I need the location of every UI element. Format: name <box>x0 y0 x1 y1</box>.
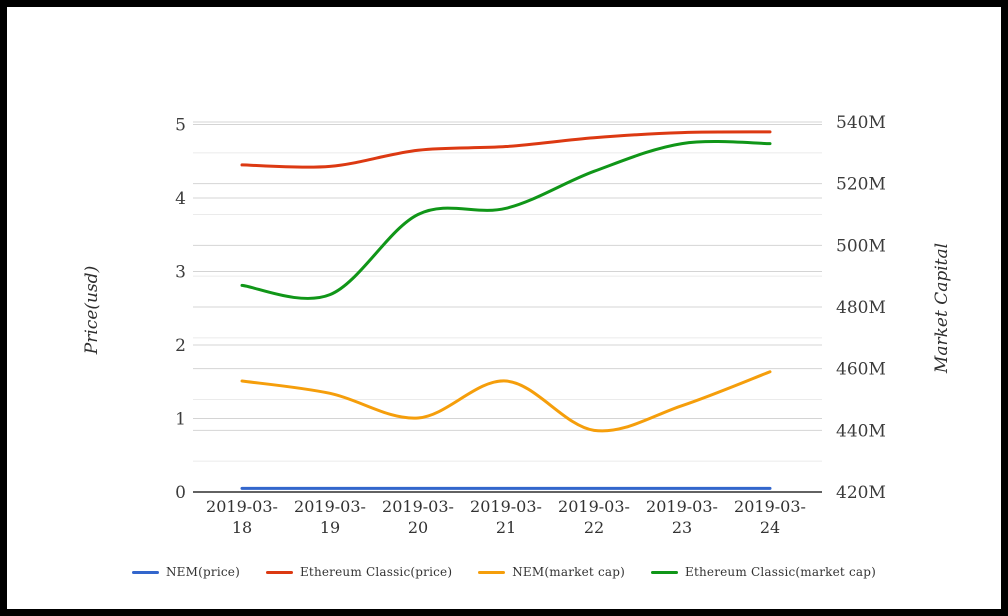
legend-line-icon <box>478 570 506 574</box>
series-line-ethereum-classic-price <box>240 130 772 169</box>
legend-label: Ethereum Classic(price) <box>299 565 453 579</box>
x-axis-tick-label: 2019-03-22 <box>558 497 630 537</box>
chart-legend: NEM(price) Ethereum Classic(price) NEM(m… <box>0 565 1008 579</box>
legend-label: NEM(market cap) <box>512 565 625 579</box>
right-axis-tick-label: 500M <box>836 236 886 256</box>
x-axis-tick-label: 2019-03-19 <box>294 497 366 537</box>
x-axis-tick-label: 2019-03-21 <box>470 497 542 537</box>
legend-line-icon <box>265 570 293 574</box>
legend-item-nem-marketcap[interactable]: NEM(market cap) <box>478 565 625 579</box>
series-line-nem-market-cap <box>240 370 772 433</box>
x-axis-tick-label: 2019-03-23 <box>646 497 718 537</box>
right-axis-tick-label: 480M <box>836 298 886 318</box>
legend-label: Ethereum Classic(market cap) <box>684 565 877 579</box>
left-axis-tick-label: 2 <box>175 336 186 356</box>
left-axis-tick-label: 3 <box>175 263 186 283</box>
left-axis-tick-label: 5 <box>175 116 186 136</box>
legend-item-etc-price[interactable]: Ethereum Classic(price) <box>265 565 453 579</box>
left-axis-tick-label: 0 <box>175 483 186 503</box>
right-axis-tick-label: 460M <box>836 360 886 380</box>
right-axis-tick-label: 420M <box>836 483 886 503</box>
x-axis-tick-label: 2019-03-18 <box>206 497 278 537</box>
left-axis-title: Price(usd) <box>82 265 102 355</box>
x-axis-tick-label: 2019-03-20 <box>382 497 454 537</box>
right-axis-tick-label: 440M <box>836 421 886 441</box>
x-axis-tick-label: 2019-03-24 <box>734 497 806 537</box>
legend-line-icon <box>650 570 678 574</box>
legend-label: NEM(price) <box>165 565 240 579</box>
right-axis-title: Market Capital <box>932 242 952 374</box>
left-axis-tick-label: 1 <box>175 410 186 430</box>
series-line-ethereum-classic-market-cap <box>240 140 772 300</box>
left-axis-tick-label: 4 <box>175 189 186 209</box>
legend-item-nem-price[interactable]: NEM(price) <box>131 565 240 579</box>
legend-line-icon <box>131 570 159 574</box>
right-axis-tick-label: 520M <box>836 175 886 195</box>
right-axis-tick-label: 540M <box>836 113 886 133</box>
legend-item-etc-marketcap[interactable]: Ethereum Classic(market cap) <box>650 565 877 579</box>
